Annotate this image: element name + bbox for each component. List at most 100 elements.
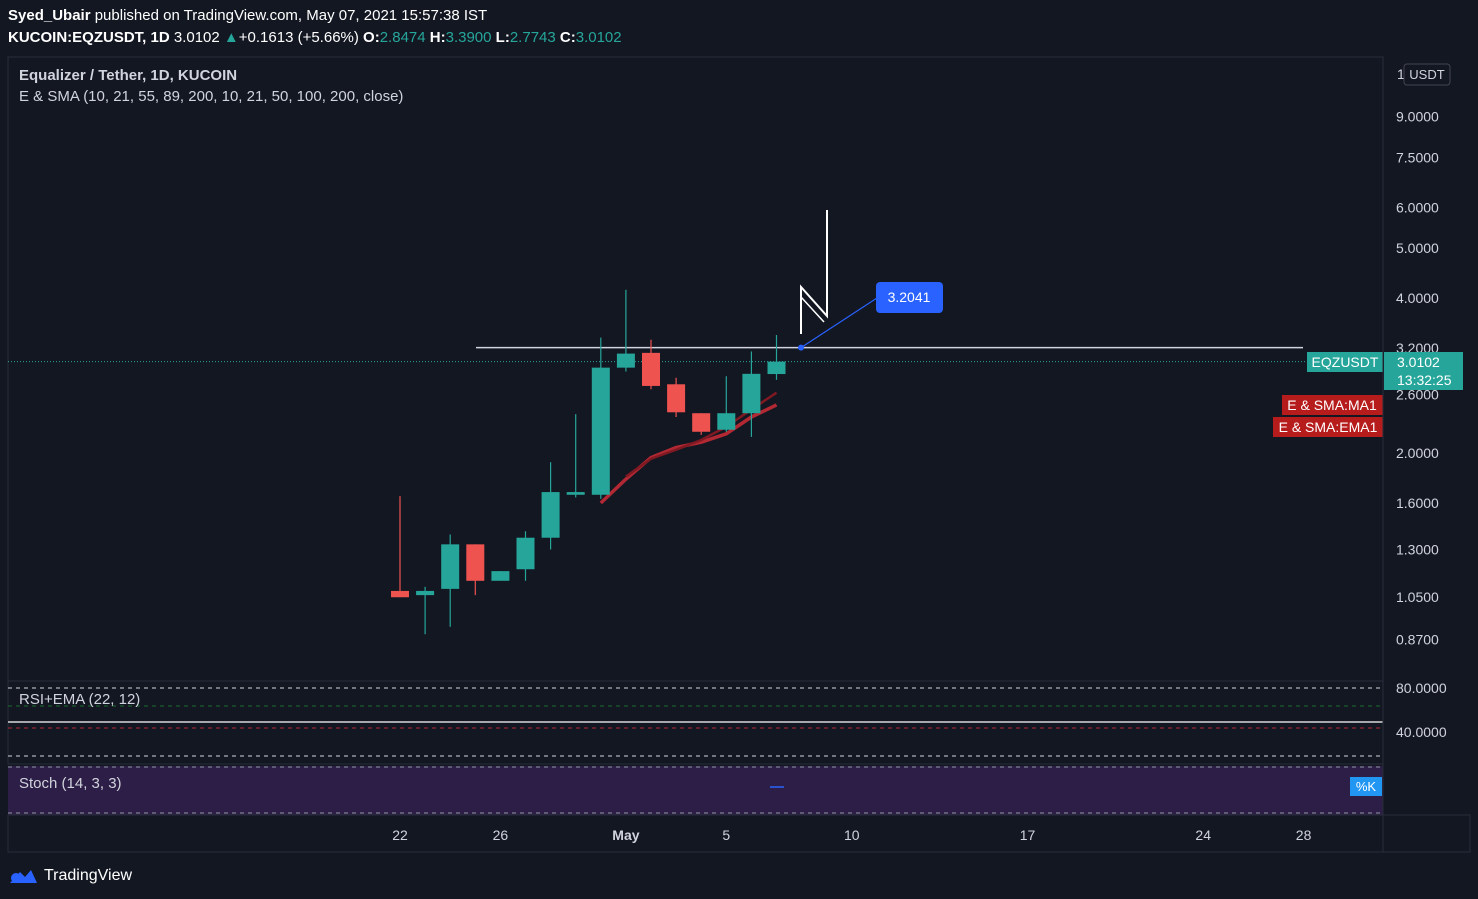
candle[interactable] [616,289,635,372]
candle-body [767,361,786,375]
candle[interactable] [441,534,460,627]
time-tick: 10 [844,827,860,843]
low-value: 2.7743 [509,29,556,46]
open-value: 2.8474 [379,29,426,46]
price-axis[interactable]: 0.8700 1.0500 1.3000 1.6000 2.0000 2.6000 3.20… [1396,109,1439,648]
candle[interactable] [566,414,585,498]
price-tick: 4.0000 [1396,290,1439,306]
last-price: 3.0102 [173,29,220,46]
candle[interactable] [717,376,736,432]
candle-body [692,413,711,432]
time-tick: 22 [392,827,408,843]
symbol-label: KUCOIN:EQZUSDT, 1D [8,29,170,46]
symbol-tag: EQZUSDT [1312,354,1379,370]
publish-line: Syed_Ubair published on TradingView.com,… [8,7,487,24]
stoch-legend[interactable]: Stoch (14, 3, 3) [19,775,122,792]
high-value: 3.3900 [445,29,492,46]
candle[interactable] [466,544,485,596]
price-tag-bg [1384,352,1463,390]
ema-tag-bg [1273,417,1383,437]
callout-connector [800,297,878,349]
candle[interactable] [591,337,610,499]
candle[interactable] [391,496,409,598]
price-tag: 3.0102 [1397,354,1440,370]
callout-text: 3.2041 [888,289,931,305]
brand-name: TradingView [44,867,133,884]
symbol-tag-bg [1307,352,1383,372]
price-tick: 9.0000 [1396,109,1439,125]
candle[interactable] [416,586,435,635]
author-name[interactable]: Syed_Ubair [8,7,91,24]
candle-body [616,353,635,368]
price-tick: 2.0000 [1396,445,1439,461]
candle[interactable] [541,462,560,550]
price-tick: 0.8700 [1396,631,1439,647]
n-pattern-drawing[interactable] [800,210,828,334]
callout-box[interactable] [876,282,943,313]
close-label: C: [559,29,576,46]
high-label: H: [429,29,446,46]
published-text: published on TradingView.com, May 07, 20… [94,7,488,24]
callout-anchor[interactable] [798,344,804,351]
candle-body [742,373,761,414]
time-axis[interactable]: 22 26 May 5 10 17 24 28 [392,827,1311,843]
candle-body [391,590,409,598]
candle[interactable] [767,335,786,380]
candle-body [491,571,510,581]
candle-body [466,544,485,581]
stoch-pane[interactable] [8,766,1383,815]
candle[interactable] [491,571,510,581]
price-tick: 3.2000 [1396,340,1439,356]
ema-tag: E & SMA:EMA1 [1279,419,1378,435]
candle-body [541,492,560,538]
price-tick: 1.0500 [1396,589,1439,605]
time-tick: May [612,827,639,843]
countdown-tag: 13:32:25 [1397,372,1452,388]
time-tick: 28 [1296,827,1312,843]
price-tick: 1.6000 [1396,495,1439,511]
ma-tag-bg [1282,395,1383,415]
rsi-tick-80: 80.0000 [1396,680,1447,696]
ohlc-line: KUCOIN:EQZUSDT, 1D 3.0102 ▲+0.1613 (+5.6… [8,29,622,46]
candle[interactable] [516,531,535,581]
currency-button[interactable] [1403,63,1451,86]
candle-body [416,590,435,596]
indicator-legend[interactable]: E & SMA (10, 21, 55, 89, 200, 10, 21, 50… [19,88,404,105]
close-value: 3.0102 [575,29,622,46]
rsi-legend[interactable]: RSI+EMA (22, 12) [19,691,141,708]
price-tick: 6.0000 [1396,199,1439,215]
time-tick: 5 [722,827,730,843]
candle-body [642,352,660,386]
tradingview-cloud-icon [10,870,37,883]
candle-body [717,413,736,430]
candle[interactable] [692,413,711,435]
time-tick: 24 [1195,827,1211,843]
time-axis-frame [7,814,1471,853]
candle[interactable] [642,339,660,390]
rsi-tick-40: 40.0000 [1396,724,1447,740]
n-pattern-stroke[interactable] [800,296,825,323]
price-tick: 2.6000 [1396,386,1439,402]
price-change: +0.1613 (+5.66%) [238,29,359,46]
main-pane[interactable] [7,56,1384,682]
candle[interactable] [667,377,686,417]
price-tick: 1.3000 [1396,541,1439,557]
low-label: L: [495,29,510,46]
time-tick: 17 [1020,827,1036,843]
candle-body [591,367,610,495]
stoch-k-tag: %K [1356,779,1377,794]
candle-body [516,537,535,570]
candle-body [566,492,585,495]
candle-body [441,544,460,589]
candle[interactable] [742,351,761,437]
candle-body [667,384,686,413]
ma-tag: E & SMA:MA1 [1287,397,1377,413]
up-arrow-icon: ▲ [223,29,239,46]
axis-top-partial: 1 [1397,66,1405,82]
chart-title: Equalizer / Tether, 1D, KUCOIN [19,67,238,84]
price-tick: 5.0000 [1396,240,1439,256]
tradingview-logo[interactable]: TradingView [8,864,132,888]
open-label: O: [363,29,380,46]
time-tick: 26 [493,827,509,843]
